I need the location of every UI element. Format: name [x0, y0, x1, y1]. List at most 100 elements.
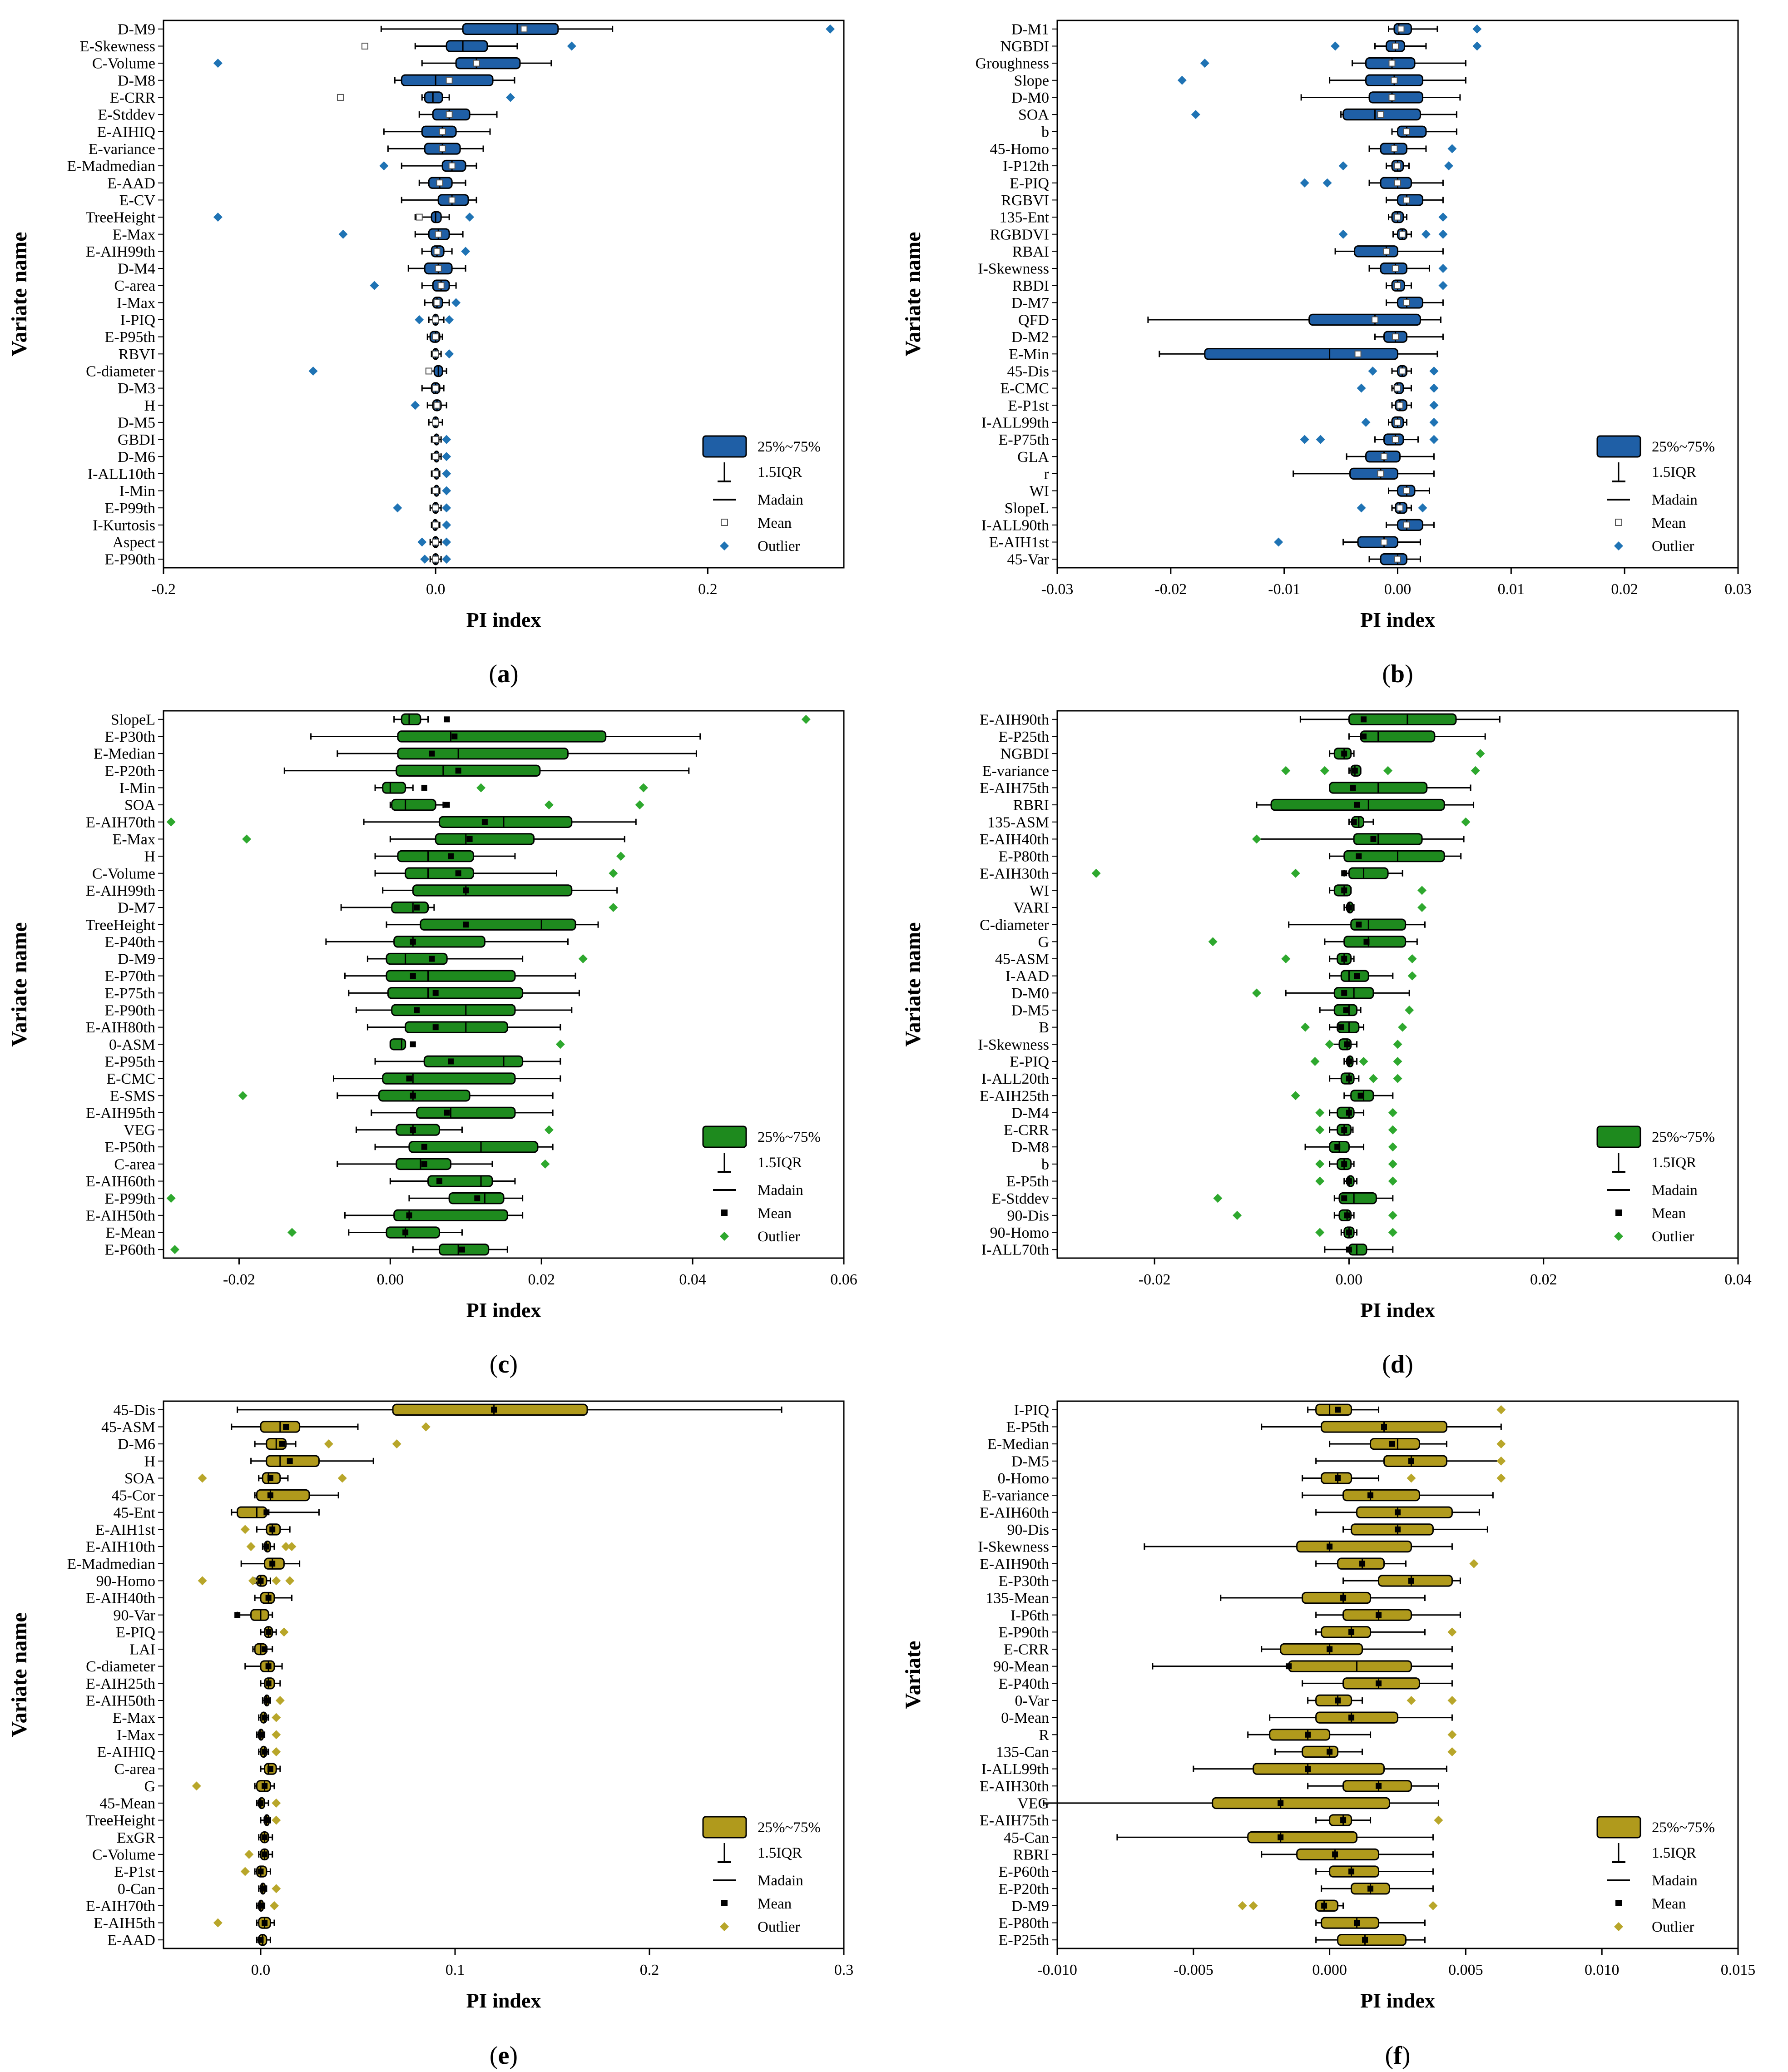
outlier-point [287, 1542, 297, 1552]
mean-marker [1403, 521, 1410, 529]
outlier-point [442, 503, 451, 513]
outlier-point [1383, 766, 1393, 775]
mean-marker [463, 922, 469, 928]
box-E-AAD: E-AAD [107, 1932, 271, 1949]
mean-marker [1394, 179, 1401, 187]
mean-marker [258, 1731, 264, 1738]
iqr-box [393, 936, 485, 948]
box-SOA: SOA [124, 1470, 347, 1487]
panel-paren-open: ( [490, 2042, 498, 2070]
mean-marker [1356, 853, 1362, 859]
box-135-ASM: 135-ASM [987, 814, 1471, 831]
y-tick-label: E-P90th [105, 1002, 155, 1019]
mean-marker [1348, 1629, 1355, 1635]
box-ExGR: ExGR [117, 1829, 273, 1846]
y-tick-label: TreeHeight [85, 1812, 155, 1829]
y-tick-label: E-Min [1009, 346, 1049, 363]
box-C-Volume: C-Volume [92, 55, 552, 72]
outlier-point [1274, 537, 1283, 547]
legend-median-label: Madain [1652, 1873, 1698, 1889]
box-I-ALL20th: I-ALL20th [981, 1071, 1402, 1087]
box-E-AIH80th: E-AIH80th [86, 1019, 561, 1036]
panel-paren-open: ( [489, 660, 497, 688]
panel-letter: b [1391, 660, 1405, 688]
panel-letter: c [498, 1350, 510, 1378]
x-axis-label: PI index [466, 608, 541, 631]
box-H: H [144, 1453, 374, 1470]
box-E-AAD: E-AAD [107, 175, 466, 192]
mean-marker [432, 504, 439, 511]
outlier-point [1444, 161, 1453, 171]
y-tick-label: I-AAD [1005, 968, 1049, 985]
panel-letter: d [1391, 1350, 1405, 1378]
iqr-box [1212, 1797, 1391, 1809]
y-tick-label: b [1041, 1156, 1049, 1173]
y-tick-label: WI [1030, 882, 1049, 899]
outlier-point [1418, 503, 1427, 513]
box-D-M7: D-M7 [118, 900, 618, 917]
outlier-point [166, 1194, 176, 1203]
outlier-point [285, 1576, 295, 1586]
mean-marker [444, 1110, 450, 1116]
iqr-box [1315, 1403, 1352, 1416]
mean-marker [432, 990, 439, 996]
box-45-Mean: 45-Mean [99, 1795, 281, 1812]
box-b: b [1041, 124, 1457, 140]
mean-marker [1395, 1509, 1401, 1516]
y-tick-label: NGBDI [1000, 38, 1049, 55]
legend-outlier-swatch [1614, 1922, 1623, 1931]
y-tick-label: E-AIHIQ [97, 124, 155, 140]
outlier-point [240, 1525, 250, 1534]
y-tick-label: 45-Dis [113, 1402, 155, 1418]
y-tick-label: E-AIH30th [980, 1778, 1049, 1795]
y-tick-label: 135-Mean [986, 1590, 1049, 1607]
y-tick-label: D-M4 [1011, 1105, 1049, 1121]
mean-marker [1394, 555, 1401, 563]
box-Slope: Slope [1014, 72, 1466, 89]
box-H: H [144, 848, 625, 865]
box-C-Volume: C-Volume [92, 865, 618, 882]
box-RBAI: RBAI [1012, 243, 1444, 260]
y-tick-label: E-Skewness [80, 38, 155, 55]
y-tick-label: C-diameter [86, 363, 156, 380]
mean-marker [234, 1612, 241, 1618]
y-tick-label: D-M8 [118, 72, 155, 89]
mean-marker [421, 1161, 427, 1167]
legend-box-label: 25%~75% [1652, 1129, 1715, 1145]
mean-marker [258, 1903, 264, 1909]
box-E-P60th: E-P60th [105, 1242, 508, 1259]
mean-marker [1383, 248, 1390, 255]
box-E-P20th: E-P20th [999, 1881, 1434, 1898]
y-tick-label: E-AIH70th [86, 1898, 155, 1914]
mean-marker [439, 145, 446, 152]
iqr-box [405, 867, 474, 879]
box-E-Stddev: E-Stddev [98, 107, 498, 124]
mean-marker [446, 77, 453, 84]
y-tick-label: 90-Mean [993, 1658, 1049, 1675]
box-D-M6: D-M6 [118, 449, 451, 466]
y-tick-label: I-ALL99th [981, 414, 1049, 431]
outlier-point [1252, 834, 1261, 844]
mean-marker [432, 436, 439, 443]
legend-box-swatch [702, 1125, 747, 1148]
mean-marker [436, 179, 443, 187]
plot-frame [163, 20, 845, 569]
mean-marker [1367, 1492, 1374, 1498]
box-G: G [1038, 934, 1418, 951]
y-tick-label: 0-Mean [1001, 1710, 1049, 1726]
y-tick-label: I-Skewness [978, 1036, 1049, 1053]
box-E-AIH50th: E-AIH50th [86, 1207, 524, 1224]
legend-outlier-label: Outlier [758, 1919, 800, 1935]
y-tick-label: D-M1 [1011, 21, 1049, 38]
outlier-point [272, 1798, 281, 1808]
mean-marker [262, 1851, 268, 1858]
box-E-Median: E-Median [987, 1436, 1506, 1453]
outlier-point [272, 1747, 281, 1756]
y-tick-label: D-M0 [1011, 985, 1049, 1002]
mean-marker [265, 1595, 272, 1601]
box-E-P40th: E-P40th [105, 934, 569, 951]
y-tick-label: E-AIH60th [86, 1173, 155, 1190]
y-axis-label: Variate name [7, 922, 31, 1046]
box-plot-d: -0.02 0.00 0.02 0.04 PI index Variate name (d)… [901, 710, 1752, 1378]
iqr-box [405, 1021, 508, 1033]
